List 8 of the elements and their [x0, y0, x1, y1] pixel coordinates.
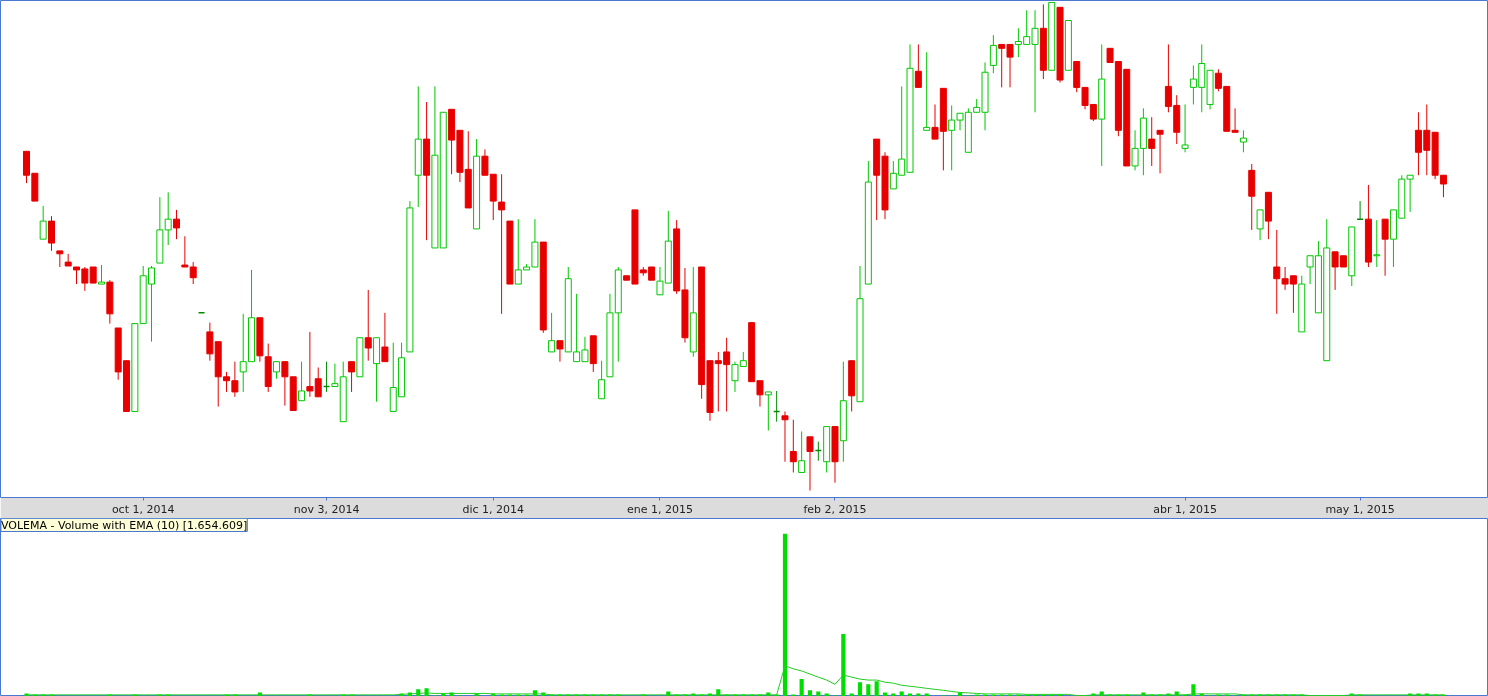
- x-tick-label: nov 3, 2014: [293, 502, 360, 516]
- x-tick-label: may 1, 2015: [1325, 502, 1395, 516]
- x-tick-label: oct 1, 2014: [111, 502, 175, 516]
- x-tick-label: dic 1, 2014: [462, 502, 525, 516]
- chart-title: VOLEMA - Volume with EMA (10) [1.654.609]: [0, 518, 248, 532]
- x-tick-label: ene 1, 2015: [626, 502, 693, 516]
- x-tick-label: feb 2, 2015: [803, 502, 867, 516]
- x-tick-label: abr 1, 2015: [1153, 502, 1217, 516]
